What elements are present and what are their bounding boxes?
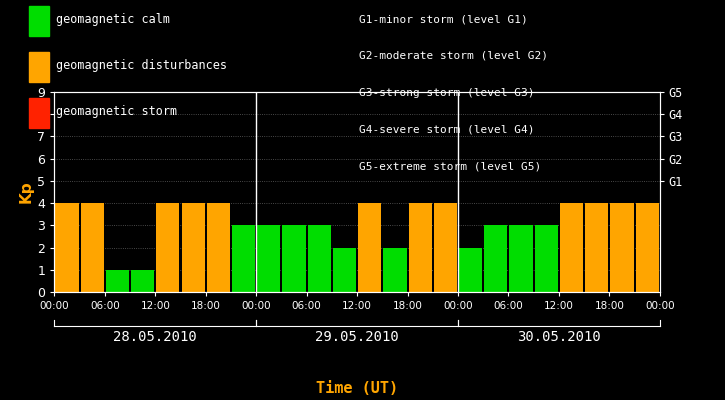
Bar <box>560 203 583 292</box>
Bar <box>283 225 306 292</box>
Bar <box>181 203 204 292</box>
Bar <box>459 248 482 292</box>
Text: G3-strong storm (level G3): G3-strong storm (level G3) <box>359 88 534 98</box>
Bar <box>408 203 431 292</box>
Bar <box>157 203 180 292</box>
Text: G5-extreme storm (level G5): G5-extreme storm (level G5) <box>359 161 541 171</box>
Text: G4-severe storm (level G4): G4-severe storm (level G4) <box>359 124 534 134</box>
Text: 30.05.2010: 30.05.2010 <box>517 330 601 344</box>
Bar <box>232 225 255 292</box>
Bar <box>333 248 356 292</box>
Bar <box>80 203 104 292</box>
Text: 29.05.2010: 29.05.2010 <box>315 330 399 344</box>
Bar <box>585 203 608 292</box>
Bar <box>131 270 154 292</box>
Bar <box>207 203 230 292</box>
Bar <box>484 225 507 292</box>
Text: geomagnetic disturbances: geomagnetic disturbances <box>56 60 227 72</box>
Text: geomagnetic calm: geomagnetic calm <box>56 14 170 26</box>
Y-axis label: Kp: Kp <box>18 181 33 203</box>
Bar <box>384 248 407 292</box>
Text: Time (UT): Time (UT) <box>316 381 398 396</box>
Text: 28.05.2010: 28.05.2010 <box>113 330 197 344</box>
Bar <box>106 270 129 292</box>
Bar <box>610 203 634 292</box>
Bar <box>510 225 533 292</box>
Text: geomagnetic storm: geomagnetic storm <box>56 106 177 118</box>
Bar <box>534 225 558 292</box>
Bar <box>434 203 457 292</box>
Text: G2-moderate storm (level G2): G2-moderate storm (level G2) <box>359 51 548 61</box>
Text: G1-minor storm (level G1): G1-minor storm (level G1) <box>359 14 528 24</box>
Bar <box>636 203 659 292</box>
Bar <box>55 203 78 292</box>
Bar <box>257 225 281 292</box>
Bar <box>358 203 381 292</box>
Bar <box>307 225 331 292</box>
